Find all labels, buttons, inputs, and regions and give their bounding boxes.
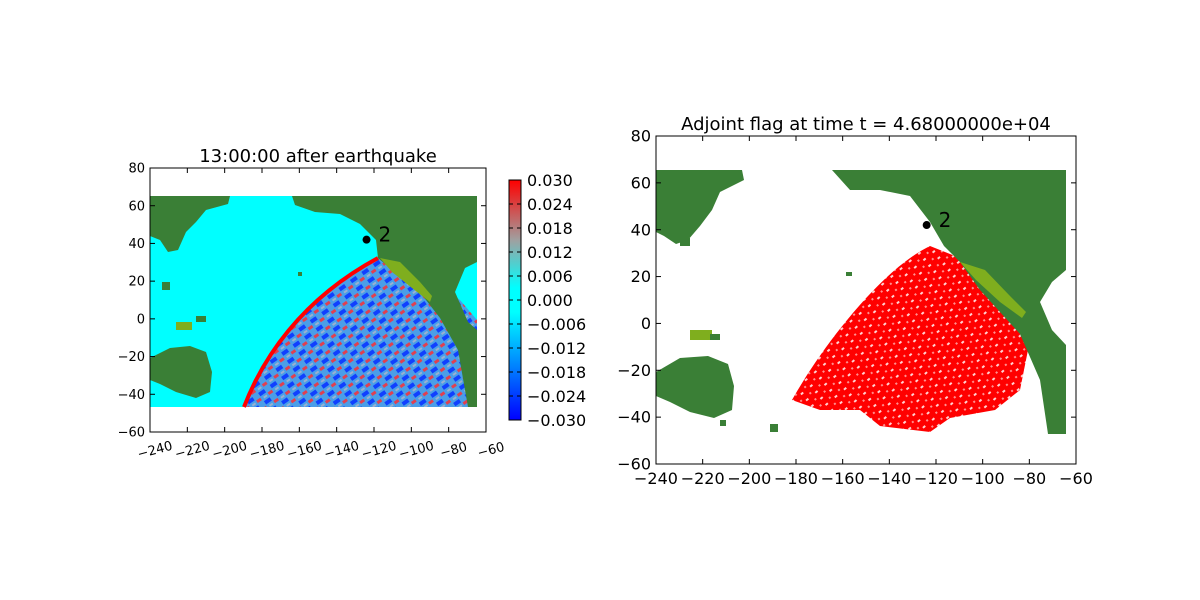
right-y-tick-label: −40 bbox=[617, 408, 651, 427]
left-x-tick-label: −200 bbox=[211, 439, 249, 463]
left-plot-area bbox=[150, 168, 486, 432]
colorbar-tick-label: 0.024 bbox=[527, 195, 573, 214]
left-land-americas bbox=[292, 196, 477, 407]
left-x-tick-label: −220 bbox=[173, 439, 211, 463]
colorbar-ticks: 0.030 0.024 0.018 0.012 0.006 0.000 −0.006 −0.0… bbox=[509, 171, 586, 430]
right-y-tick-label: 20 bbox=[631, 267, 651, 286]
colorbar-tick-label: −0.030 bbox=[527, 411, 586, 430]
right-y-tick-label: 40 bbox=[631, 220, 651, 239]
left-island-1 bbox=[162, 282, 170, 290]
left-y-tick-label: −60 bbox=[118, 426, 145, 441]
left-panel: 13:00:00 after earthquake 2 −240−22 bbox=[118, 146, 587, 462]
left-y-tick-label: 80 bbox=[128, 162, 145, 177]
colorbar-tick-label: 0.000 bbox=[527, 291, 573, 310]
left-y-tick-label: 40 bbox=[128, 237, 145, 252]
right-y-tick-label: 60 bbox=[631, 173, 651, 192]
right-x-tick-label: −60 bbox=[1059, 469, 1093, 488]
left-y-tick-label: −40 bbox=[118, 388, 145, 403]
right-y-tick-label: −20 bbox=[617, 361, 651, 380]
left-coast-mexico bbox=[380, 258, 432, 302]
left-wave-front bbox=[242, 256, 379, 408]
right-land-asia bbox=[656, 170, 744, 244]
right-island-5 bbox=[720, 420, 726, 426]
left-colorbar: 0.030 0.024 0.018 0.012 0.006 0.000 −0.006 −0.0… bbox=[508, 171, 586, 430]
right-panel: Adjoint flag at time t = 4.68000000e+04 … bbox=[617, 114, 1093, 488]
left-x-tick-label: −80 bbox=[439, 440, 469, 462]
colorbar-tick-label: 0.006 bbox=[527, 267, 573, 286]
right-island-3 bbox=[710, 334, 720, 340]
left-x-tick-label: −120 bbox=[360, 439, 398, 463]
right-coast-mexico bbox=[960, 262, 1026, 318]
right-y-tick-label: 0 bbox=[641, 314, 651, 333]
left-chart-title: 13:00:00 after earthquake bbox=[199, 146, 437, 167]
right-land-australia bbox=[656, 356, 734, 418]
left-x-tick-label: −60 bbox=[476, 440, 506, 462]
right-land-americas bbox=[832, 170, 1066, 434]
right-flagged-region bbox=[792, 246, 1030, 432]
right-x-tick-label: −120 bbox=[914, 469, 958, 488]
right-y-tick-label: −60 bbox=[617, 455, 651, 474]
right-x-tick-label: −240 bbox=[634, 469, 678, 488]
right-plot-area bbox=[656, 136, 1076, 464]
left-gauge-label: 2 bbox=[379, 223, 392, 247]
left-x-tick-label: −180 bbox=[248, 439, 286, 463]
left-axes-frame bbox=[149, 167, 487, 433]
right-island-2 bbox=[690, 330, 712, 340]
left-wave-field bbox=[244, 258, 477, 407]
right-x-axis: −240 −220 −200 −180 −160 −140 −120 −100 −80 −60 bbox=[634, 136, 1093, 488]
left-island-hawaii bbox=[298, 272, 302, 276]
left-x-tick-label: −160 bbox=[285, 439, 323, 463]
left-x-tick-label: −140 bbox=[323, 439, 361, 463]
right-y-axis: −60 −40 −20 0 20 40 60 80 bbox=[617, 127, 1076, 474]
left-gauge-marker bbox=[362, 235, 371, 244]
right-axes-frame bbox=[655, 135, 1077, 465]
right-x-tick-label: −200 bbox=[727, 469, 771, 488]
right-gauge-label: 2 bbox=[939, 208, 952, 232]
left-y-tick-label: 0 bbox=[137, 312, 145, 327]
right-island-hawaii bbox=[846, 272, 852, 276]
right-x-tick-label: −140 bbox=[867, 469, 911, 488]
right-x-tick-label: −160 bbox=[821, 469, 865, 488]
colorbar-tick-label: 0.018 bbox=[527, 219, 573, 238]
right-island-1 bbox=[680, 238, 690, 246]
left-y-tick-label: 60 bbox=[128, 199, 145, 214]
right-x-tick-label: −180 bbox=[774, 469, 818, 488]
left-island-2 bbox=[176, 322, 192, 330]
right-chart-title: Adjoint flag at time t = 4.68000000e+04 bbox=[681, 114, 1051, 135]
right-island-4 bbox=[770, 424, 778, 432]
left-x-tick-label: −240 bbox=[136, 439, 174, 463]
left-y-axis: −60 −40 −20 0 20 40 60 80 bbox=[118, 162, 486, 441]
left-land-asia bbox=[150, 196, 230, 252]
left-x-tick-label: −100 bbox=[397, 439, 435, 463]
left-y-tick-label: −20 bbox=[118, 350, 145, 365]
left-island-3 bbox=[196, 316, 206, 322]
left-y-tick-label: 20 bbox=[128, 275, 145, 290]
colorbar-tick-label: −0.006 bbox=[527, 315, 586, 334]
right-x-tick-label: −80 bbox=[1012, 469, 1046, 488]
colorbar-tick-label: −0.024 bbox=[527, 387, 586, 406]
colorbar-tick-label: 0.030 bbox=[527, 171, 573, 190]
colorbar-tick-label: −0.012 bbox=[527, 339, 586, 358]
colorbar-tick-label: 0.012 bbox=[527, 243, 573, 262]
right-y-tick-label: 80 bbox=[631, 127, 651, 146]
left-land-australia bbox=[150, 346, 212, 398]
right-gauge-marker bbox=[922, 221, 931, 230]
right-x-tick-label: −100 bbox=[961, 469, 1005, 488]
colorbar-tick-label: −0.018 bbox=[527, 363, 586, 382]
right-x-tick-label: −220 bbox=[681, 469, 725, 488]
